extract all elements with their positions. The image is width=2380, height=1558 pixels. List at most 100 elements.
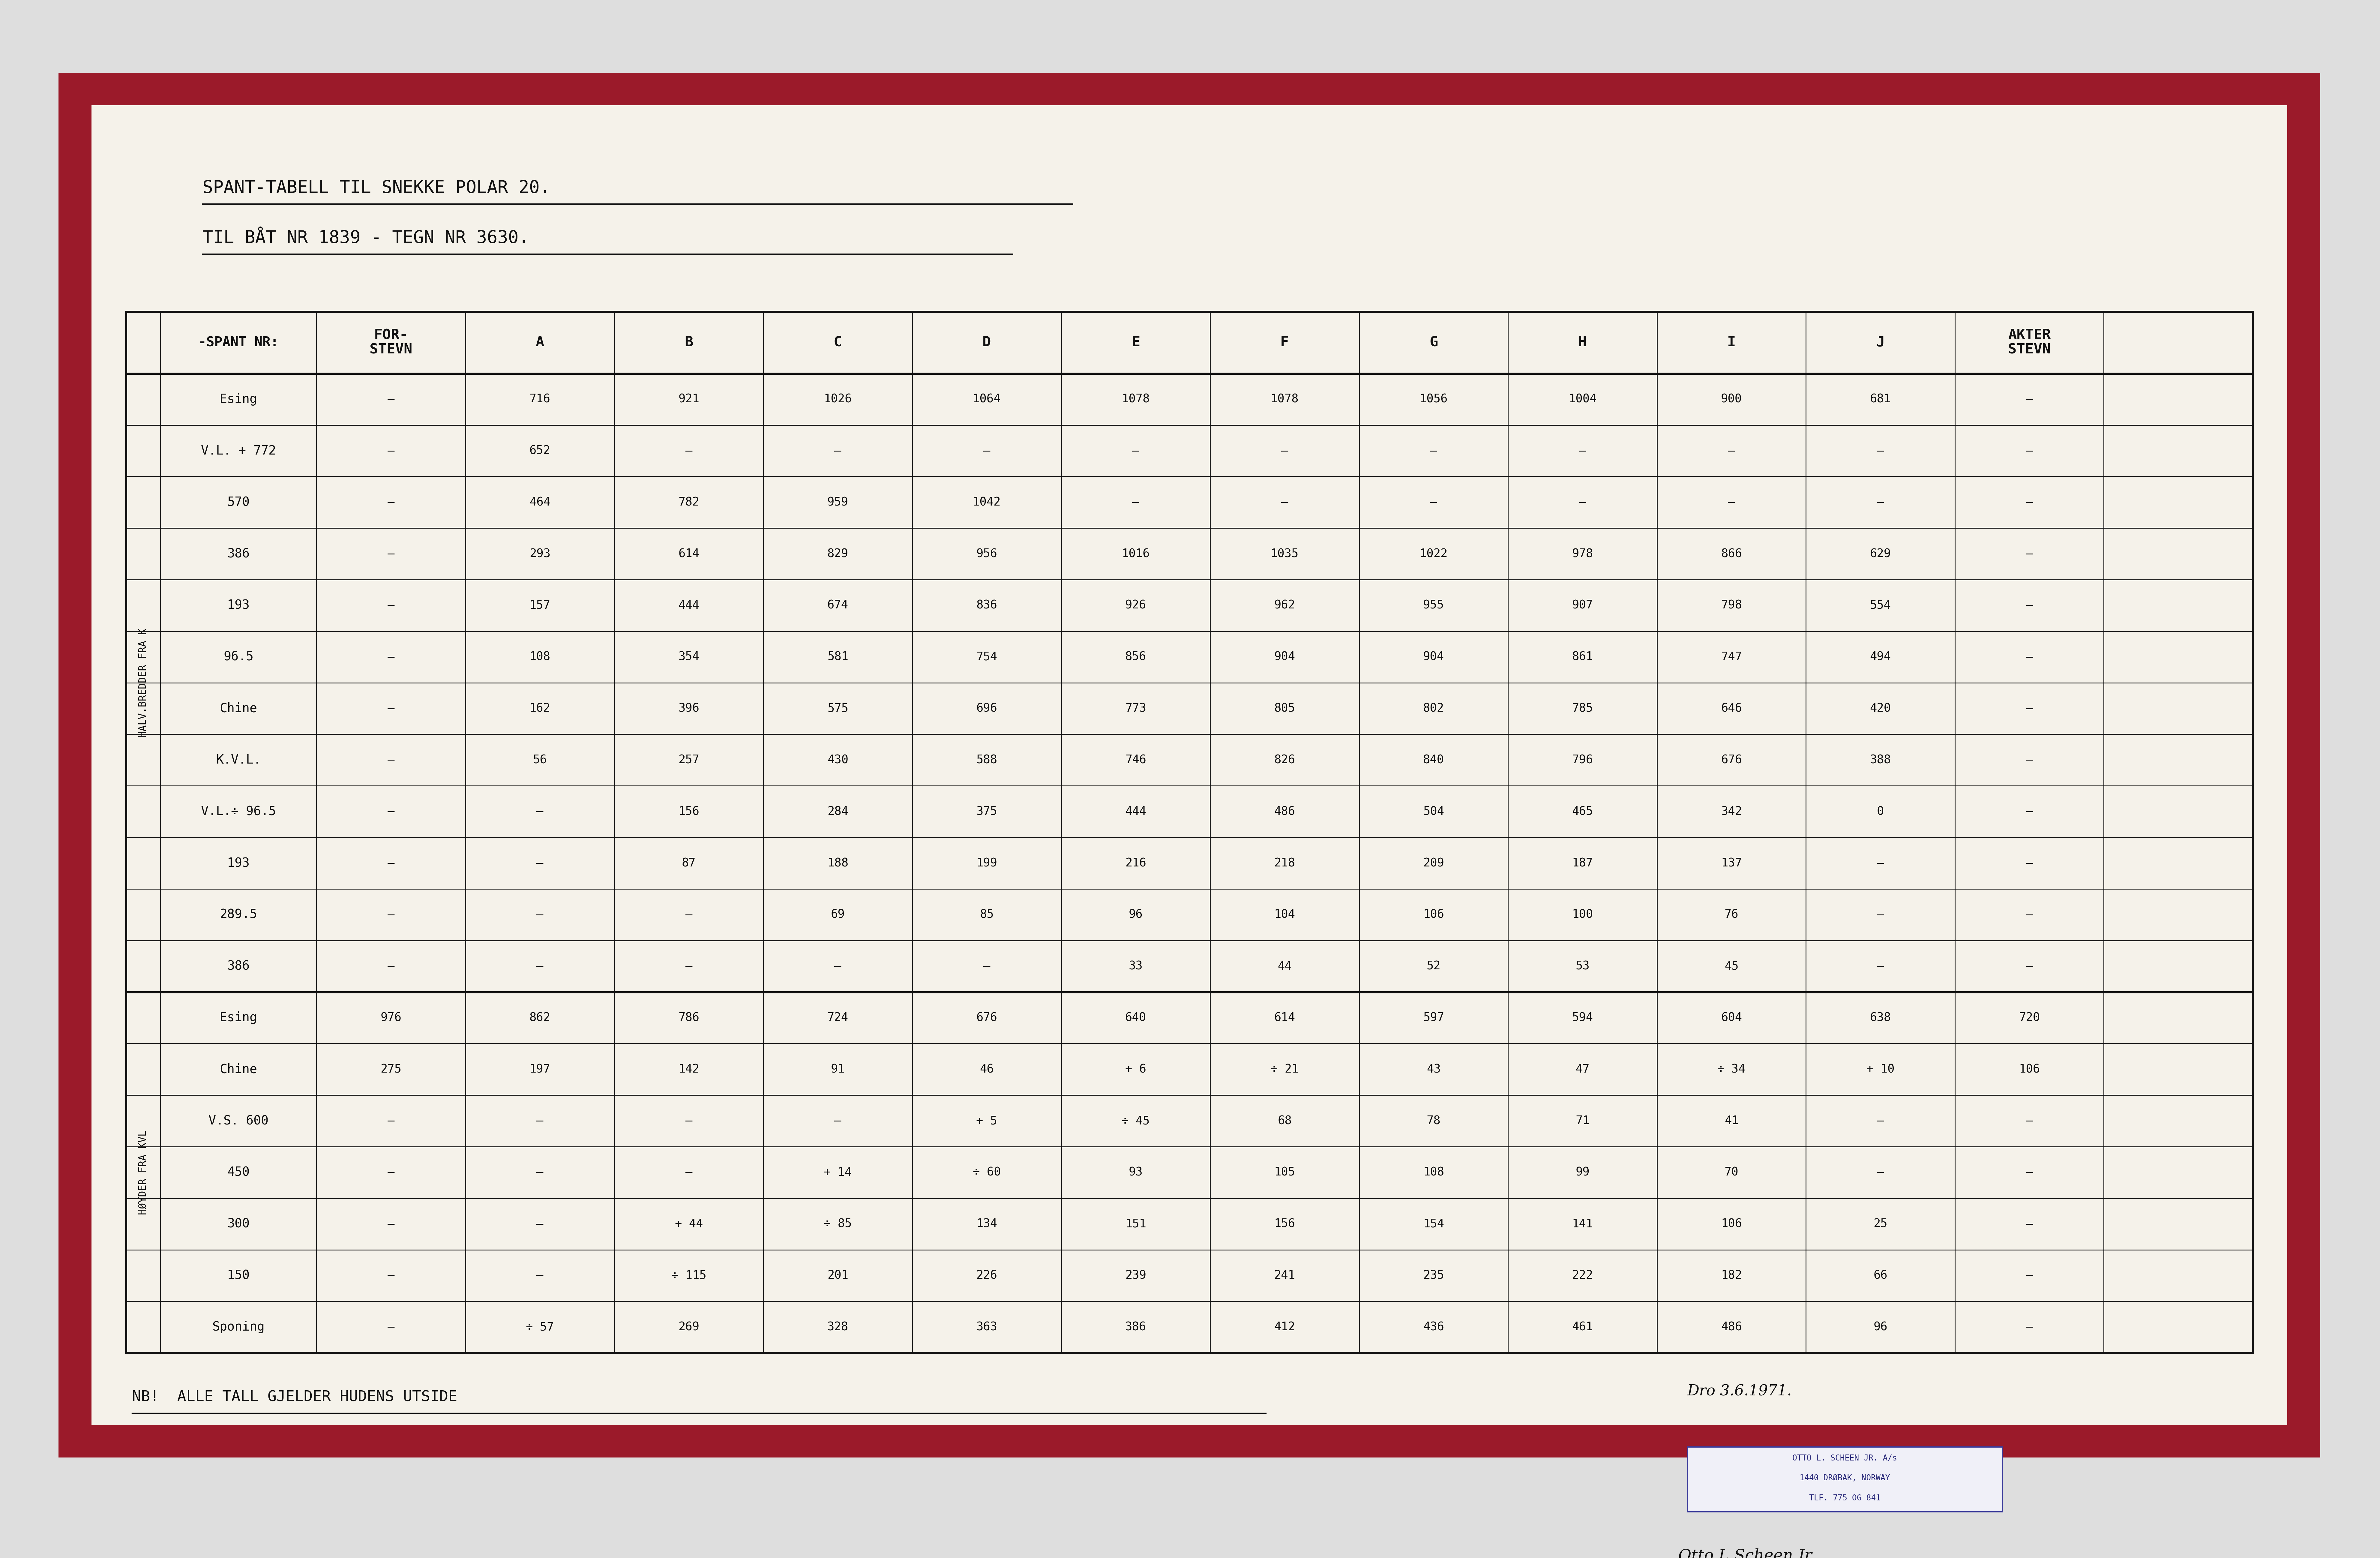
Text: 257: 257 (678, 754, 700, 767)
Text: 1035: 1035 (1271, 548, 1299, 559)
Text: 798: 798 (1721, 600, 1742, 611)
Text: —: — (388, 857, 395, 869)
Text: 137: 137 (1721, 857, 1742, 869)
Text: —: — (2025, 805, 2033, 818)
Text: 43: 43 (1426, 1064, 1440, 1075)
Text: —: — (1133, 446, 1140, 456)
Text: 284: 284 (828, 805, 847, 818)
Text: TLF. 775 OG 841: TLF. 775 OG 841 (1809, 1494, 1880, 1502)
Text: —: — (388, 548, 395, 559)
Text: —: — (536, 1270, 543, 1281)
Text: —: — (2025, 703, 2033, 714)
Text: 197: 197 (528, 1064, 550, 1075)
Text: 0: 0 (1878, 805, 1885, 818)
Text: 76: 76 (1726, 908, 1737, 921)
Text: 720: 720 (2018, 1013, 2040, 1024)
Text: —: — (2025, 600, 2033, 611)
Text: 201: 201 (828, 1270, 847, 1281)
Text: 594: 594 (1573, 1013, 1592, 1024)
Text: 100: 100 (1573, 908, 1592, 921)
Text: Esing: Esing (219, 393, 257, 405)
Text: 754: 754 (976, 651, 997, 662)
Text: 66: 66 (1873, 1270, 1887, 1281)
Text: 450: 450 (226, 1165, 250, 1179)
Text: 646: 646 (1721, 703, 1742, 714)
Text: 142: 142 (678, 1064, 700, 1075)
Text: Esing: Esing (219, 1011, 257, 1024)
Text: 156: 156 (1273, 1218, 1295, 1229)
Text: + 6: + 6 (1126, 1064, 1147, 1075)
Text: 1026: 1026 (823, 394, 852, 405)
Text: —: — (1878, 1116, 1885, 1126)
Text: 436: 436 (1423, 1321, 1445, 1332)
Text: 87: 87 (681, 857, 695, 869)
Text: —: — (2025, 1270, 2033, 1281)
Text: 188: 188 (828, 857, 847, 869)
Text: ÷ 115: ÷ 115 (671, 1270, 707, 1281)
Text: —: — (388, 703, 395, 714)
Text: 386: 386 (226, 547, 250, 561)
Text: —: — (536, 1116, 543, 1126)
Text: 1022: 1022 (1418, 548, 1447, 559)
Text: —: — (1878, 908, 1885, 921)
Text: 1440 DRØBAK, NORWAY: 1440 DRØBAK, NORWAY (1799, 1474, 1890, 1482)
Text: 785: 785 (1573, 703, 1592, 714)
Text: 420: 420 (1871, 703, 1892, 714)
Text: —: — (388, 651, 395, 662)
Text: 1056: 1056 (1418, 394, 1447, 405)
Text: —: — (835, 1116, 840, 1126)
Text: —: — (983, 961, 990, 972)
Text: —: — (2025, 548, 2033, 559)
Text: —: — (2025, 394, 2033, 405)
Text: 52: 52 (1426, 961, 1440, 972)
Text: 99: 99 (1576, 1167, 1590, 1178)
Text: —: — (2025, 908, 2033, 921)
Text: 786: 786 (678, 1013, 700, 1024)
Text: 805: 805 (1273, 703, 1295, 714)
Text: —: — (2025, 1116, 2033, 1126)
Text: 461: 461 (1573, 1321, 1592, 1332)
Text: 388: 388 (1871, 754, 1892, 767)
Text: —: — (388, 1218, 395, 1229)
Text: V.S. 600: V.S. 600 (209, 1114, 269, 1126)
Text: + 44: + 44 (676, 1218, 702, 1229)
Text: —: — (388, 446, 395, 456)
Text: -SPANT NR:: -SPANT NR: (198, 337, 278, 349)
Text: 108: 108 (528, 651, 550, 662)
Text: 976: 976 (381, 1013, 402, 1024)
Text: 151: 151 (1126, 1218, 1147, 1229)
Text: —: — (1728, 446, 1735, 456)
Text: 96: 96 (1873, 1321, 1887, 1332)
Text: 465: 465 (1573, 805, 1592, 818)
Text: 157: 157 (528, 600, 550, 611)
Text: 375: 375 (976, 805, 997, 818)
Text: —: — (1578, 446, 1585, 456)
Text: 386: 386 (1126, 1321, 1147, 1332)
Text: —: — (2025, 857, 2033, 869)
Text: —: — (1430, 497, 1438, 508)
Text: —: — (2025, 1167, 2033, 1178)
Text: —: — (1578, 497, 1585, 508)
Text: 640: 640 (1126, 1013, 1147, 1024)
Text: 746: 746 (1126, 754, 1147, 767)
Text: F: F (1280, 337, 1290, 349)
Text: 41: 41 (1726, 1116, 1737, 1126)
Text: —: — (2025, 651, 2033, 662)
Text: OTTO L. SCHEEN JR. A/s: OTTO L. SCHEEN JR. A/s (1792, 1454, 1897, 1461)
Text: 209: 209 (1423, 857, 1445, 869)
Text: 69: 69 (831, 908, 845, 921)
Text: 46: 46 (981, 1064, 995, 1075)
Text: 71: 71 (1576, 1116, 1590, 1126)
Text: 93: 93 (1128, 1167, 1142, 1178)
Text: —: — (685, 908, 693, 921)
Text: 1064: 1064 (973, 394, 1000, 405)
Text: 959: 959 (828, 497, 847, 508)
Text: 239: 239 (1126, 1270, 1147, 1281)
Text: SPANT-TABELL TIL SNEKKE POLAR 20.: SPANT-TABELL TIL SNEKKE POLAR 20. (202, 179, 550, 196)
Text: —: — (685, 446, 693, 456)
Text: —: — (685, 961, 693, 972)
Text: 104: 104 (1273, 908, 1295, 921)
Text: —: — (1878, 1167, 1885, 1178)
Text: Dro 3.6.1971.: Dro 3.6.1971. (1687, 1384, 1792, 1399)
Text: 464: 464 (528, 497, 550, 508)
